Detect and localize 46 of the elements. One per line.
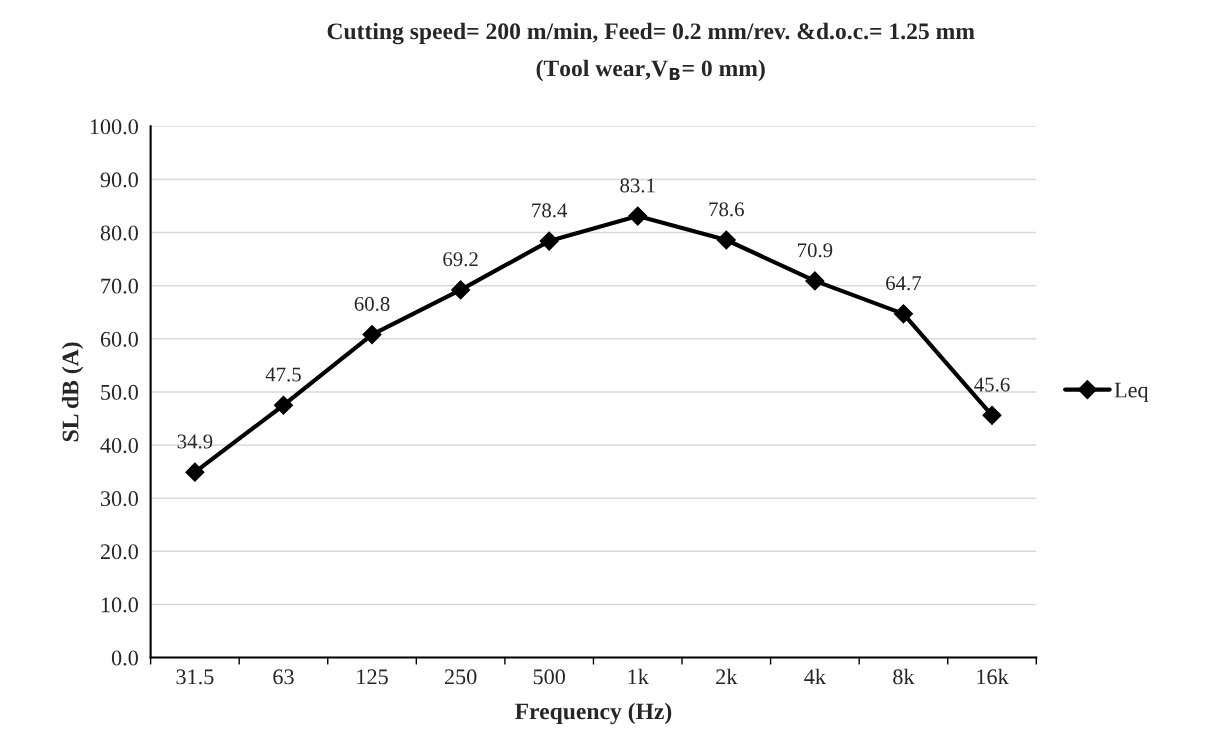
x-tick-label: 250 (444, 669, 477, 685)
data-label: 78.6 (709, 202, 744, 217)
y-tick-label: 60.0 (100, 331, 138, 347)
point (805, 271, 825, 291)
y-tick-label: 70.0 (101, 278, 138, 294)
data-label: 60.8 (354, 296, 390, 311)
x-axis-title: Frequency (Hz) (515, 702, 672, 725)
y-tick-label: 100.0 (90, 119, 138, 135)
data-label: 64.7 (886, 276, 922, 291)
y-tick-label: 40.0 (100, 437, 138, 454)
y-axis-title: SL dB (A) (61, 342, 84, 442)
point (716, 230, 736, 250)
point (185, 462, 205, 482)
x-tick-label: 2k (716, 668, 738, 685)
point (628, 206, 648, 226)
data-label: 83.1 (620, 178, 655, 193)
x-tick-label: 4k (804, 668, 826, 685)
x-tick-label: 63 (273, 669, 294, 685)
y-tick-label: 80.0 (100, 225, 138, 241)
data-label: 70.9 (798, 243, 833, 258)
point (539, 231, 559, 251)
x-tick-label: 125 (357, 669, 388, 685)
y-tick-label: 0.0 (111, 650, 138, 666)
point (273, 395, 294, 415)
y-tick-label: 10.0 (101, 597, 138, 613)
data-label: 69.2 (443, 252, 478, 267)
data-label: 45.6 (974, 377, 1010, 392)
x-tick-label: 31.5 (176, 669, 214, 685)
data-label: 34.9 (177, 434, 213, 449)
y-tick-label: 50.0 (101, 384, 138, 400)
point (451, 280, 471, 300)
y-tick-label: 30.0 (100, 491, 138, 507)
x-tick-label: 8k (893, 668, 915, 685)
chart-subtitle: (Tool wear,V$_{B}$= 0 mm) (536, 59, 765, 82)
y-tick-label: 90.0 (100, 172, 138, 188)
x-tick-label: 500 (533, 669, 565, 685)
point (893, 304, 913, 324)
y-tick-label: 20.0 (100, 544, 138, 560)
point (982, 405, 1002, 425)
data-label: 78.4 (532, 203, 568, 218)
legend-label: Leq (1114, 382, 1149, 403)
x-tick-label: 1k (628, 668, 649, 685)
point (362, 325, 382, 345)
x-tick-label: 16k (977, 668, 1009, 685)
data-label: 47.5 (265, 367, 301, 382)
chart-title: Cutting speed= 200 m/min, Feed= 0.2 mm/rev. &d.o.c.= 1.25 mm (327, 22, 975, 45)
